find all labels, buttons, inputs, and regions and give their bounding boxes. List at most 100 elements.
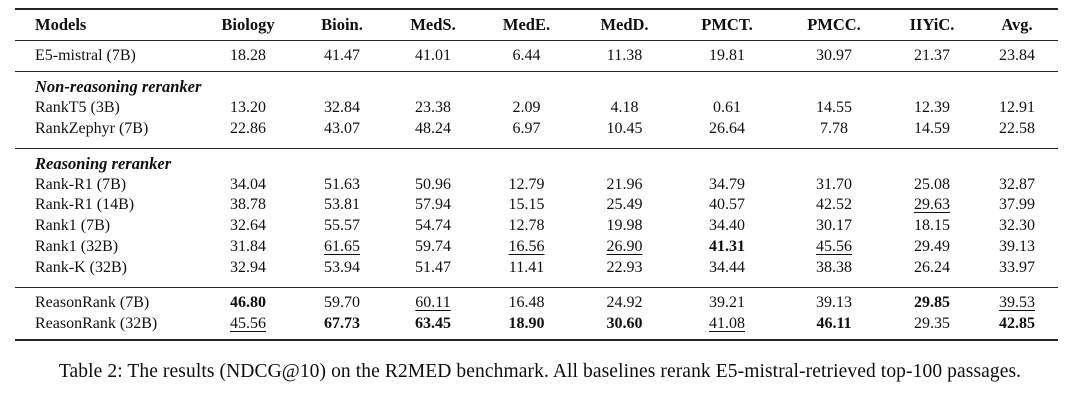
score-cell: 12.39 <box>914 99 950 116</box>
table-row: Rank-R1 (14B) 38.78 53.81 57.94 15.15 25… <box>15 195 1058 216</box>
score-cell: 21.96 <box>606 175 643 193</box>
score-cell: 53.81 <box>324 196 360 214</box>
score-cell: 29.63 <box>914 196 950 214</box>
score-cell: 2.09 <box>512 99 541 116</box>
score-cell: 24.92 <box>606 293 643 311</box>
section-non-reasoning-reranker: Non-reasoning reranker RankT5 (3B) 13.20… <box>15 72 1058 149</box>
table-row: ReasonRank (7B) 46.80 59.70 60.11 16.48 … <box>15 287 1058 313</box>
score-cell: 59.70 <box>324 293 360 311</box>
score-cell: 21.37 <box>914 47 950 64</box>
section-label: Reasoning reranker <box>35 153 172 173</box>
score-cell: 23.38 <box>415 99 451 116</box>
column-header: MedE. <box>502 15 551 34</box>
score-cell: 32.94 <box>230 258 266 276</box>
score-cell: 4.18 <box>610 99 639 116</box>
score-cell: 26.24 <box>914 258 950 276</box>
table-caption: Table 2: The results (NDCG@10) on the R2… <box>58 360 1022 382</box>
score-cell: 16.56 <box>508 237 545 255</box>
score-cell: 22.93 <box>606 258 643 276</box>
score-cell: 29.85 <box>914 293 950 311</box>
column-header: MedD. <box>600 15 649 34</box>
score-cell: 18.28 <box>230 47 266 64</box>
column-header: MedS. <box>410 15 456 34</box>
score-cell: 11.38 <box>606 47 643 64</box>
score-cell: 12.79 <box>508 175 545 193</box>
table-row: Rank-K (32B) 32.94 53.94 51.47 11.41 22.… <box>15 258 1058 287</box>
score-cell: 30.60 <box>606 314 643 332</box>
score-cell: 60.11 <box>415 293 451 311</box>
score-cell: 18.90 <box>508 314 545 332</box>
score-cell: 41.01 <box>415 47 451 64</box>
score-cell: 33.97 <box>999 258 1035 276</box>
score-cell: 41.47 <box>324 47 360 64</box>
score-cell: 22.58 <box>999 119 1035 137</box>
score-cell: 15.15 <box>508 196 545 214</box>
score-cell: 25.08 <box>914 175 950 193</box>
section-reasoning-reranker: Reasoning reranker Rank-R1 (7B) 34.04 51… <box>15 148 1058 288</box>
model-name-cell: ReasonRank (32B) <box>35 314 158 332</box>
score-cell: 67.73 <box>324 314 360 332</box>
score-cell: 42.85 <box>999 314 1035 332</box>
score-cell: 39.21 <box>709 293 745 311</box>
model-name-cell: Rank-R1 (7B) <box>35 175 127 193</box>
score-cell: 57.94 <box>415 196 451 214</box>
score-cell: 16.48 <box>508 293 545 311</box>
score-cell: 23.84 <box>999 47 1035 64</box>
column-header: IIYiC. <box>909 15 955 34</box>
score-cell: 14.59 <box>914 119 950 137</box>
score-cell: 6.97 <box>512 119 541 137</box>
score-cell: 34.44 <box>709 258 745 276</box>
table-row: RankZephyr (7B) 22.86 43.07 48.24 6.97 1… <box>15 119 1058 148</box>
score-cell: 54.74 <box>415 217 451 235</box>
table-row: Rank1 (7B) 32.64 55.57 54.74 12.78 19.98… <box>15 216 1058 237</box>
model-name-cell: RankT5 (3B) <box>35 99 120 116</box>
score-cell: 11.41 <box>508 258 545 276</box>
score-cell: 34.79 <box>709 175 745 193</box>
table-row: Models Biology Bioin. MedS. MedE. MedD. … <box>15 9 1058 41</box>
score-cell: 29.35 <box>914 314 950 332</box>
score-cell: 14.55 <box>816 99 852 116</box>
score-cell: 46.11 <box>816 314 852 332</box>
section-header-row: Non-reasoning reranker <box>15 72 1058 99</box>
score-cell: 38.78 <box>230 196 266 214</box>
score-cell: 19.81 <box>709 47 745 64</box>
score-cell: 30.97 <box>816 47 852 64</box>
column-header: Bioin. <box>321 15 363 34</box>
score-cell: 51.63 <box>324 175 360 193</box>
score-cell: 55.57 <box>324 217 360 235</box>
column-header: PMCC. <box>807 15 861 34</box>
table-header-row: Models Biology Bioin. MedS. MedE. MedD. … <box>15 9 1058 41</box>
score-cell: 42.52 <box>816 196 852 214</box>
score-cell: 13.20 <box>230 99 266 116</box>
score-cell: 46.80 <box>230 293 266 311</box>
score-cell: 22.86 <box>230 119 266 137</box>
section-retriever: E5-mistral (7B) 18.28 41.47 41.01 6.44 1… <box>15 41 1058 72</box>
score-cell: 0.61 <box>713 99 741 116</box>
score-cell: 25.49 <box>606 196 643 214</box>
score-cell: 43.07 <box>324 119 360 137</box>
score-cell: 41.08 <box>709 314 745 332</box>
score-cell: 26.90 <box>606 237 643 255</box>
score-cell: 26.64 <box>709 119 745 137</box>
score-cell: 45.56 <box>230 314 266 332</box>
score-cell: 10.45 <box>606 119 643 137</box>
score-cell: 45.56 <box>816 237 852 255</box>
score-cell: 32.64 <box>230 217 266 235</box>
score-cell: 31.70 <box>816 175 852 193</box>
score-cell: 12.91 <box>999 99 1035 116</box>
score-cell: 50.96 <box>415 175 451 193</box>
model-name-cell: Rank1 (32B) <box>35 237 119 255</box>
score-cell: 7.78 <box>820 119 848 137</box>
score-cell: 29.49 <box>914 237 950 255</box>
section-reasonrank: ReasonRank (7B) 46.80 59.70 60.11 16.48 … <box>15 287 1058 340</box>
section-label: Non-reasoning reranker <box>35 77 202 96</box>
score-cell: 32.84 <box>324 99 360 116</box>
column-header-models: Models <box>35 15 87 34</box>
model-name-cell: Rank-K (32B) <box>35 258 127 276</box>
score-cell: 32.87 <box>999 175 1035 193</box>
score-cell: 30.17 <box>816 217 852 235</box>
score-cell: 51.47 <box>415 258 451 276</box>
score-cell: 38.38 <box>816 258 852 276</box>
score-cell: 48.24 <box>415 119 451 137</box>
